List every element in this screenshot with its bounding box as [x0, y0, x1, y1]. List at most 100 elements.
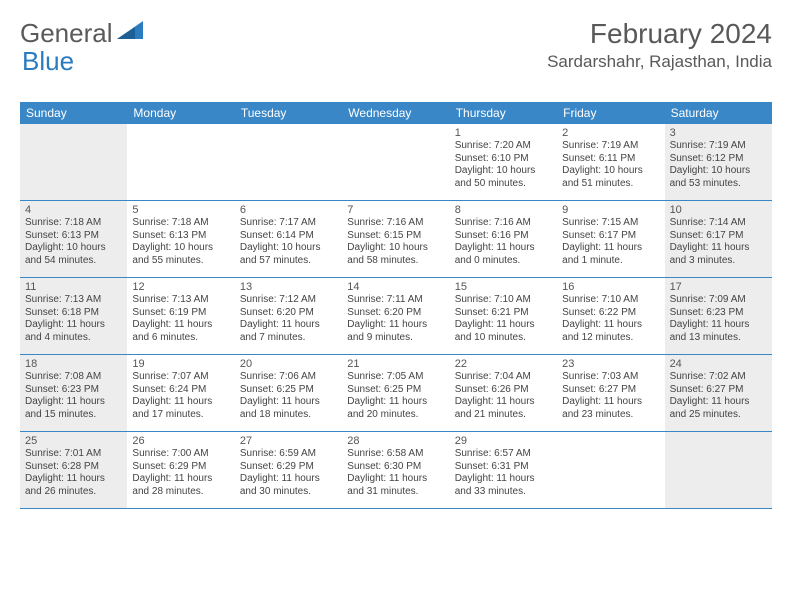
day-info: Sunrise: 7:11 AMSunset: 6:20 PMDaylight:… — [347, 294, 444, 344]
day-info: Sunrise: 7:02 AMSunset: 6:27 PMDaylight:… — [670, 371, 767, 421]
info-line: Sunset: 6:25 PM — [240, 384, 337, 397]
day-cell: 1Sunrise: 7:20 AMSunset: 6:10 PMDaylight… — [450, 124, 557, 200]
day-info: Sunrise: 7:03 AMSunset: 6:27 PMDaylight:… — [562, 371, 659, 421]
info-line: Daylight: 11 hours — [670, 396, 767, 409]
info-line: and 57 minutes. — [240, 255, 337, 268]
dayheaders-row: Sunday Monday Tuesday Wednesday Thursday… — [20, 102, 772, 124]
day-info: Sunrise: 7:16 AMSunset: 6:16 PMDaylight:… — [455, 217, 552, 267]
info-line: Sunset: 6:30 PM — [347, 461, 444, 474]
info-line: Sunrise: 7:07 AM — [132, 371, 229, 384]
day-number: 17 — [670, 281, 767, 293]
day-cell: 21Sunrise: 7:05 AMSunset: 6:25 PMDayligh… — [342, 355, 449, 431]
info-line: Sunrise: 7:12 AM — [240, 294, 337, 307]
day-cell: 9Sunrise: 7:15 AMSunset: 6:17 PMDaylight… — [557, 201, 664, 277]
day-cell: 10Sunrise: 7:14 AMSunset: 6:17 PMDayligh… — [665, 201, 772, 277]
info-line: Daylight: 10 hours — [347, 242, 444, 255]
info-line: and 58 minutes. — [347, 255, 444, 268]
info-line: Sunset: 6:18 PM — [25, 307, 122, 320]
day-cell: 14Sunrise: 7:11 AMSunset: 6:20 PMDayligh… — [342, 278, 449, 354]
day-number: 19 — [132, 358, 229, 370]
info-line: Daylight: 10 hours — [240, 242, 337, 255]
info-line: and 23 minutes. — [562, 409, 659, 422]
info-line: Sunset: 6:17 PM — [670, 230, 767, 243]
info-line: Daylight: 10 hours — [455, 165, 552, 178]
info-line: and 33 minutes. — [455, 486, 552, 499]
info-line: and 9 minutes. — [347, 332, 444, 345]
day-info: Sunrise: 7:18 AMSunset: 6:13 PMDaylight:… — [132, 217, 229, 267]
day-number: 8 — [455, 204, 552, 216]
info-line: Sunrise: 7:04 AM — [455, 371, 552, 384]
day-cell: 12Sunrise: 7:13 AMSunset: 6:19 PMDayligh… — [127, 278, 234, 354]
day-cell: 19Sunrise: 7:07 AMSunset: 6:24 PMDayligh… — [127, 355, 234, 431]
day-info: Sunrise: 6:58 AMSunset: 6:30 PMDaylight:… — [347, 448, 444, 498]
info-line: Sunset: 6:14 PM — [240, 230, 337, 243]
day-info: Sunrise: 7:10 AMSunset: 6:22 PMDaylight:… — [562, 294, 659, 344]
info-line: Sunrise: 7:13 AM — [132, 294, 229, 307]
day-info: Sunrise: 7:18 AMSunset: 6:13 PMDaylight:… — [25, 217, 122, 267]
info-line: Sunrise: 7:09 AM — [670, 294, 767, 307]
info-line: and 1 minute. — [562, 255, 659, 268]
day-info: Sunrise: 7:12 AMSunset: 6:20 PMDaylight:… — [240, 294, 337, 344]
month-title: February 2024 — [547, 18, 772, 50]
logo-text-blue: Blue — [22, 46, 74, 76]
day-cell — [235, 124, 342, 200]
dayheader-monday: Monday — [127, 102, 234, 124]
logo-text-general: General — [20, 18, 113, 49]
info-line: and 4 minutes. — [25, 332, 122, 345]
day-cell — [20, 124, 127, 200]
day-number: 18 — [25, 358, 122, 370]
day-number: 20 — [240, 358, 337, 370]
day-number: 29 — [455, 435, 552, 447]
week-row: 1Sunrise: 7:20 AMSunset: 6:10 PMDaylight… — [20, 124, 772, 201]
day-number: 22 — [455, 358, 552, 370]
info-line: Sunrise: 7:15 AM — [562, 217, 659, 230]
day-cell: 2Sunrise: 7:19 AMSunset: 6:11 PMDaylight… — [557, 124, 664, 200]
info-line: and 21 minutes. — [455, 409, 552, 422]
info-line: Sunrise: 7:19 AM — [670, 140, 767, 153]
day-cell: 27Sunrise: 6:59 AMSunset: 6:29 PMDayligh… — [235, 432, 342, 508]
day-cell: 24Sunrise: 7:02 AMSunset: 6:27 PMDayligh… — [665, 355, 772, 431]
info-line: Daylight: 11 hours — [562, 242, 659, 255]
info-line: Sunset: 6:20 PM — [347, 307, 444, 320]
logo: General — [20, 18, 145, 49]
day-number: 9 — [562, 204, 659, 216]
dayheader-thursday: Thursday — [450, 102, 557, 124]
info-line: and 50 minutes. — [455, 178, 552, 191]
info-line: Sunset: 6:25 PM — [347, 384, 444, 397]
calendar: Sunday Monday Tuesday Wednesday Thursday… — [20, 102, 772, 509]
day-info: Sunrise: 7:00 AMSunset: 6:29 PMDaylight:… — [132, 448, 229, 498]
info-line: Daylight: 11 hours — [240, 396, 337, 409]
day-info: Sunrise: 7:05 AMSunset: 6:25 PMDaylight:… — [347, 371, 444, 421]
info-line: Sunset: 6:15 PM — [347, 230, 444, 243]
info-line: Sunset: 6:31 PM — [455, 461, 552, 474]
day-cell: 7Sunrise: 7:16 AMSunset: 6:15 PMDaylight… — [342, 201, 449, 277]
info-line: Sunrise: 7:01 AM — [25, 448, 122, 461]
location: Sardarshahr, Rajasthan, India — [547, 52, 772, 72]
dayheader-wednesday: Wednesday — [342, 102, 449, 124]
day-cell: 13Sunrise: 7:12 AMSunset: 6:20 PMDayligh… — [235, 278, 342, 354]
info-line: Daylight: 11 hours — [240, 473, 337, 486]
info-line: Daylight: 10 hours — [132, 242, 229, 255]
info-line: Sunset: 6:13 PM — [132, 230, 229, 243]
day-info: Sunrise: 7:08 AMSunset: 6:23 PMDaylight:… — [25, 371, 122, 421]
day-number: 14 — [347, 281, 444, 293]
day-info: Sunrise: 7:10 AMSunset: 6:21 PMDaylight:… — [455, 294, 552, 344]
info-line: Daylight: 11 hours — [132, 473, 229, 486]
info-line: Daylight: 11 hours — [670, 242, 767, 255]
info-line: Sunset: 6:23 PM — [25, 384, 122, 397]
day-number: 15 — [455, 281, 552, 293]
info-line: Sunrise: 7:17 AM — [240, 217, 337, 230]
day-info: Sunrise: 7:04 AMSunset: 6:26 PMDaylight:… — [455, 371, 552, 421]
week-row: 4Sunrise: 7:18 AMSunset: 6:13 PMDaylight… — [20, 201, 772, 278]
info-line: Daylight: 11 hours — [240, 319, 337, 332]
info-line: Daylight: 11 hours — [132, 319, 229, 332]
weeks-container: 1Sunrise: 7:20 AMSunset: 6:10 PMDaylight… — [20, 124, 772, 509]
info-line: Sunset: 6:24 PM — [132, 384, 229, 397]
day-number: 12 — [132, 281, 229, 293]
day-number: 10 — [670, 204, 767, 216]
header: General February 2024 Sardarshahr, Rajas… — [20, 18, 772, 72]
info-line: and 55 minutes. — [132, 255, 229, 268]
day-cell: 25Sunrise: 7:01 AMSunset: 6:28 PMDayligh… — [20, 432, 127, 508]
info-line: Sunrise: 7:08 AM — [25, 371, 122, 384]
day-info: Sunrise: 7:01 AMSunset: 6:28 PMDaylight:… — [25, 448, 122, 498]
